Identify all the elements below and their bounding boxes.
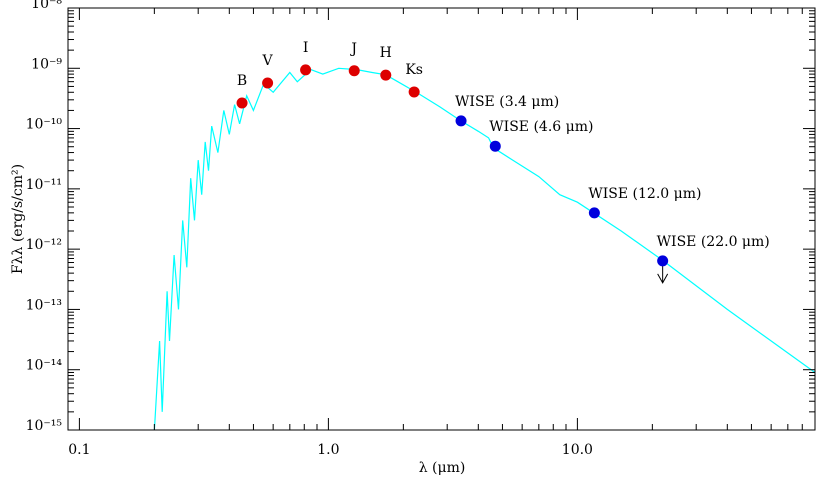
photometry-point	[348, 65, 360, 77]
point-label: I	[303, 40, 309, 56]
y-tick-label: 10⁻⁹	[31, 56, 62, 72]
point-label: WISE (4.6 μm)	[489, 119, 593, 135]
point-label: H	[380, 45, 392, 61]
y-tick-label: 10⁻⁸	[31, 0, 62, 12]
y-tick-label: 10⁻¹³	[26, 297, 62, 313]
point-label: B	[237, 73, 247, 89]
point-label: J	[349, 41, 357, 57]
photometry-point	[657, 255, 669, 267]
plot-frame	[67, 7, 816, 431]
photometry-point	[588, 207, 600, 219]
photometry-point	[300, 64, 312, 76]
photometry-point	[380, 69, 392, 81]
photometry-point	[408, 86, 420, 98]
x-axis-label: λ (μm)	[419, 460, 466, 476]
point-label: V	[262, 53, 274, 69]
y-axis-label: Fλλ (erg/s/cm²)	[10, 164, 26, 274]
y-tick-label: 10⁻¹¹	[26, 177, 62, 193]
x-tick-label: 0.1	[68, 442, 90, 458]
photometry-point	[455, 115, 467, 127]
x-tick-label: 1.0	[317, 442, 339, 458]
point-label: WISE (12.0 μm)	[588, 186, 701, 202]
x-tick-label: 10.0	[562, 442, 593, 458]
point-label: WISE (22.0 μm)	[657, 234, 770, 250]
point-label: WISE (3.4 μm)	[455, 94, 559, 110]
y-tick-label: 10⁻¹⁴	[26, 358, 63, 374]
photometry-point	[262, 77, 274, 89]
y-tick-label: 10⁻¹⁰	[26, 117, 63, 133]
photometry-point	[236, 97, 248, 109]
photometry-point	[489, 140, 501, 152]
point-label: Ks	[405, 62, 423, 78]
y-tick-label: 10⁻¹²	[26, 237, 62, 253]
y-tick-label: 10⁻¹⁵	[26, 418, 63, 434]
